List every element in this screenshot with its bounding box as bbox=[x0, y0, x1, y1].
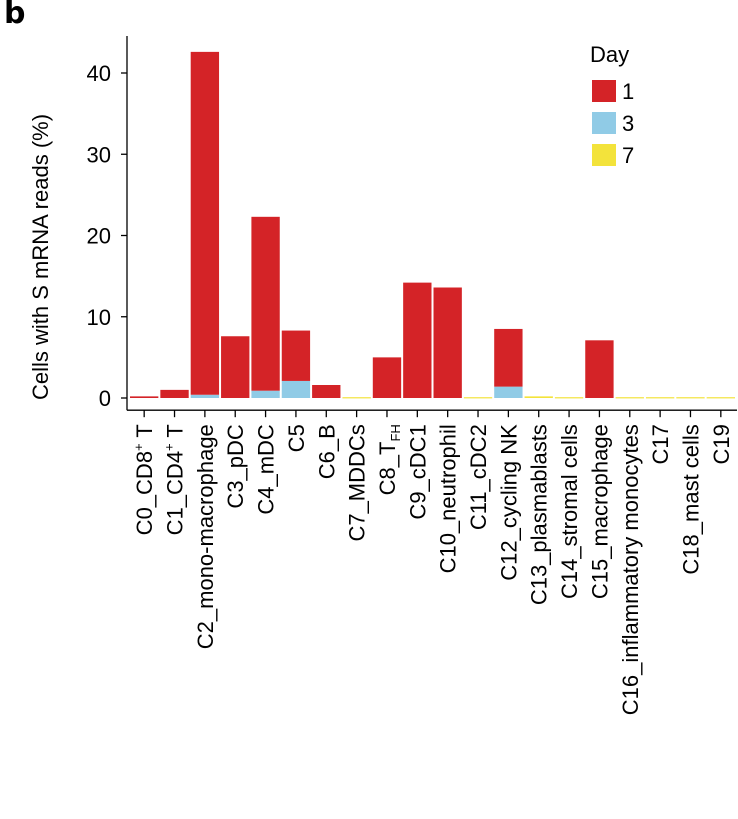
bar-c4-day1 bbox=[251, 216, 280, 391]
bar-c2-day3 bbox=[190, 394, 220, 398]
y-tick-label: 0 bbox=[99, 386, 111, 411]
bar-c16-day7 bbox=[615, 397, 644, 399]
bar-c12-day1 bbox=[494, 328, 523, 387]
x-tick-label: C4_mDC bbox=[254, 424, 279, 515]
bar-c4-day3 bbox=[251, 390, 280, 398]
x-tick-label: C3_pDC bbox=[223, 424, 248, 508]
x-tick-label: C17 bbox=[648, 424, 673, 464]
bar-c15-day1 bbox=[585, 340, 614, 398]
bar-c6-day1 bbox=[312, 385, 341, 398]
y-tick-label: 40 bbox=[87, 61, 111, 86]
legend-label-day7: 7 bbox=[622, 143, 634, 168]
bar-c10-day1 bbox=[433, 287, 462, 398]
bar-c2-day1 bbox=[190, 51, 220, 395]
bar-c1-day1 bbox=[160, 389, 189, 398]
x-tick-label: C16_inflammatory monocytes bbox=[618, 424, 643, 715]
x-tick-label: C7_MDDCs bbox=[345, 424, 370, 541]
x-tick-label: C10_neutrophil bbox=[436, 424, 461, 573]
bar-c19-day7 bbox=[706, 397, 735, 399]
legend-label-day3: 3 bbox=[622, 111, 634, 136]
legend-swatch-day3 bbox=[592, 112, 616, 134]
bar-c5-day3 bbox=[281, 380, 311, 398]
x-tick-label: C1_CD4+ T bbox=[162, 424, 188, 535]
x-tick-label: C6_B bbox=[314, 424, 339, 479]
bar-c8-day1 bbox=[372, 357, 402, 398]
x-tick-label: C14_stromal cells bbox=[557, 424, 582, 599]
y-tick-label: 10 bbox=[87, 305, 111, 330]
x-tick-label: C2_mono-macrophage bbox=[193, 424, 218, 649]
x-tick-label: C13_plasmablasts bbox=[527, 424, 552, 605]
legend-swatch-day7 bbox=[592, 144, 616, 166]
panel-label: b bbox=[4, 0, 26, 31]
x-tick-label: C19 bbox=[709, 424, 734, 464]
legend-label-day1: 1 bbox=[622, 79, 634, 104]
bar-c3-day1 bbox=[221, 336, 250, 398]
x-tick-label: C0_CD8+ T bbox=[131, 424, 157, 535]
y-tick-label: 20 bbox=[87, 224, 111, 249]
bar-c11-day7 bbox=[463, 397, 493, 399]
x-tick-label: C15_macrophage bbox=[587, 424, 612, 599]
bar-c0-day1 bbox=[130, 396, 159, 398]
x-tick-label: C5 bbox=[284, 424, 309, 452]
y-tick-label: 30 bbox=[87, 142, 111, 167]
x-tick-label: C18_mast cells bbox=[678, 424, 703, 574]
x-tick-label: C8_TFH bbox=[375, 424, 403, 495]
bar-c14-day7 bbox=[554, 397, 584, 399]
bar-c18-day7 bbox=[676, 397, 705, 399]
y-axis-label: Cells with S mRNA reads (%) bbox=[28, 114, 53, 400]
x-tick-label: C12_cycling NK bbox=[496, 424, 521, 581]
bar-c17-day7 bbox=[645, 397, 675, 399]
legend-title: Day bbox=[590, 42, 629, 67]
x-tick-label: C9_cDC1 bbox=[405, 424, 430, 519]
bar-c12-day3 bbox=[494, 386, 523, 398]
bar-c7-day7 bbox=[342, 397, 371, 399]
bar-c13-day7 bbox=[524, 396, 553, 398]
x-tick-label: C11_cDC2 bbox=[466, 424, 491, 530]
legend-swatch-day1 bbox=[592, 80, 616, 102]
bar-c9-day1 bbox=[403, 282, 432, 398]
bar-c5-day1 bbox=[281, 330, 311, 381]
